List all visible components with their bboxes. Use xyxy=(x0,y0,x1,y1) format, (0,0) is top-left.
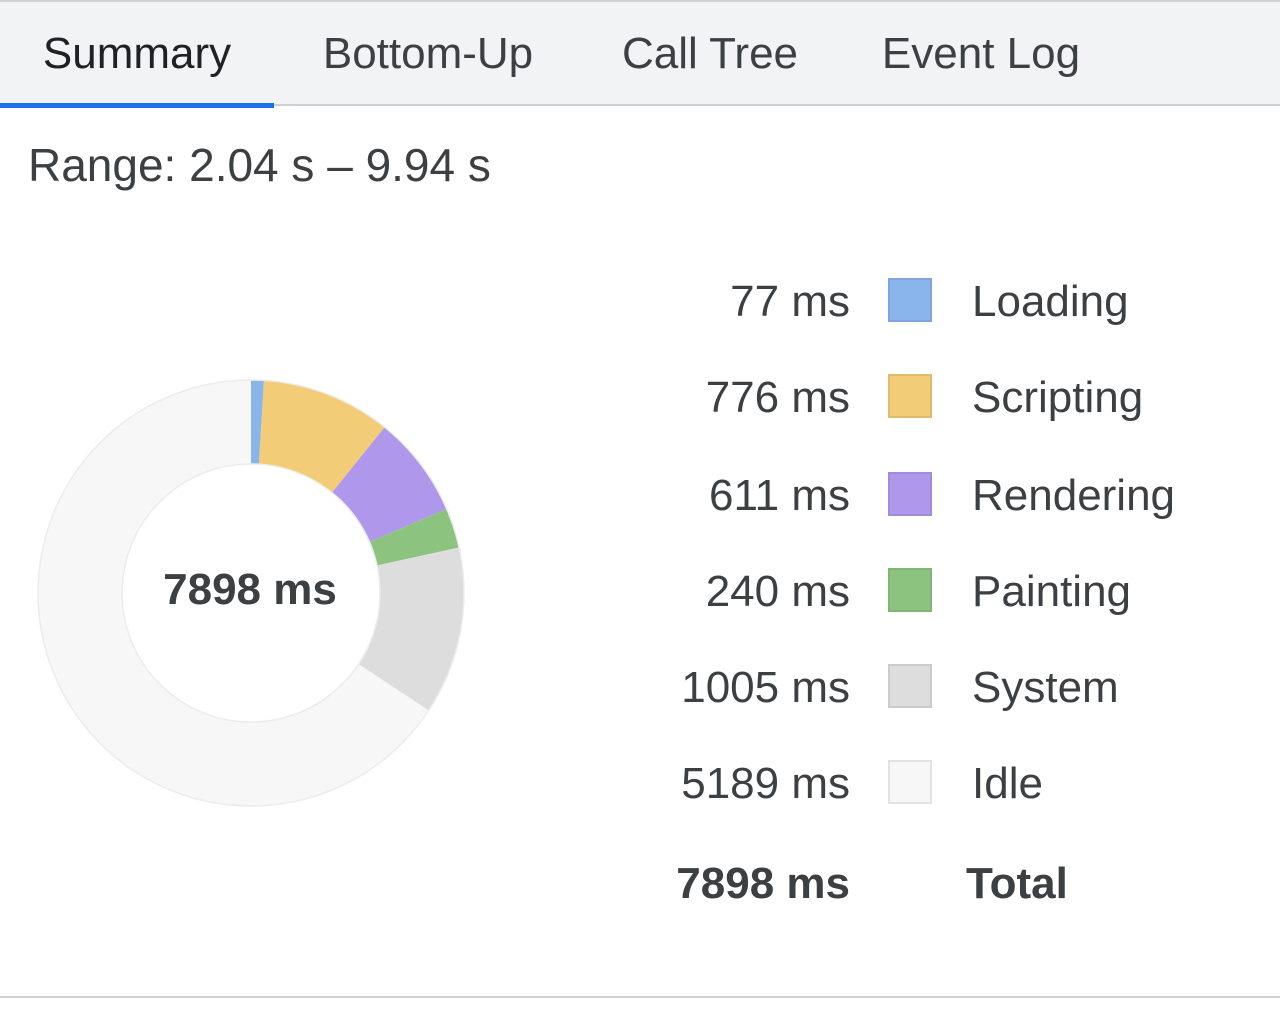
scripting-label: Scripting xyxy=(972,373,1144,422)
legend-row-loading: 77 ms Loading xyxy=(600,272,1240,332)
rendering-swatch xyxy=(888,472,932,516)
tab-event-log-label: Event Log xyxy=(881,29,1081,78)
painting-label: Painting xyxy=(972,567,1132,616)
tab-summary[interactable]: Summary xyxy=(0,2,274,108)
pie-slice-rendering xyxy=(331,427,447,543)
selected-tab-indicator xyxy=(0,103,274,108)
tab-call-tree-label: Call Tree xyxy=(621,29,799,78)
rendering-value: 611 ms xyxy=(708,471,850,520)
idle-value: 5189 ms xyxy=(681,759,850,808)
bottom-divider xyxy=(0,996,1280,998)
legend-row-painting: 240 ms Painting xyxy=(600,562,1240,622)
total-value: 7898 ms xyxy=(676,859,850,908)
scripting-swatch xyxy=(888,374,932,418)
pie-center-total: 7898 ms xyxy=(163,565,337,614)
legend-row-rendering: 611 ms Rendering xyxy=(600,466,1240,526)
loading-swatch xyxy=(888,278,932,322)
tab-event-log[interactable]: Event Log xyxy=(856,2,1106,106)
idle-swatch xyxy=(888,760,932,804)
total-label: Total xyxy=(966,859,1068,908)
pie-slice-system xyxy=(358,547,464,711)
legend-row-idle: 5189 ms Idle xyxy=(600,754,1240,814)
pie-slice-painting xyxy=(369,508,460,566)
pie-inner-hole xyxy=(121,463,381,723)
rendering-label: Rendering xyxy=(972,471,1176,520)
pie-outer-border xyxy=(37,379,465,807)
painting-value: 240 ms xyxy=(705,567,850,616)
scripting-value: 776 ms xyxy=(705,373,850,422)
pie-slice-scripting xyxy=(258,380,385,493)
tab-bottom-up[interactable]: Bottom-Up xyxy=(290,2,566,106)
system-swatch xyxy=(888,664,932,708)
loading-label: Loading xyxy=(972,277,1129,326)
painting-swatch xyxy=(888,568,932,612)
system-value: 1005 ms xyxy=(681,663,850,712)
tab-bar: Summary Bottom-Up Call Tree Event Log xyxy=(0,0,1280,108)
system-label: System xyxy=(972,663,1119,712)
tab-call-tree[interactable]: Call Tree xyxy=(600,2,820,106)
legend-row-system: 1005 ms System xyxy=(600,658,1240,718)
range-text: Range: 2.04 s – 9.94 s xyxy=(28,139,491,191)
tab-bottom-up-label: Bottom-Up xyxy=(322,29,534,78)
pie-slice-loading xyxy=(251,380,265,465)
loading-value: 77 ms xyxy=(730,277,850,326)
tab-summary-label: Summary xyxy=(42,29,232,78)
legend-row-scripting: 776 ms Scripting xyxy=(600,368,1240,428)
pie-slice-idle xyxy=(37,380,429,806)
legend-row-total: 7898 ms Total xyxy=(600,854,1240,914)
idle-label: Idle xyxy=(972,759,1043,808)
summary-pie-chart xyxy=(37,379,465,807)
